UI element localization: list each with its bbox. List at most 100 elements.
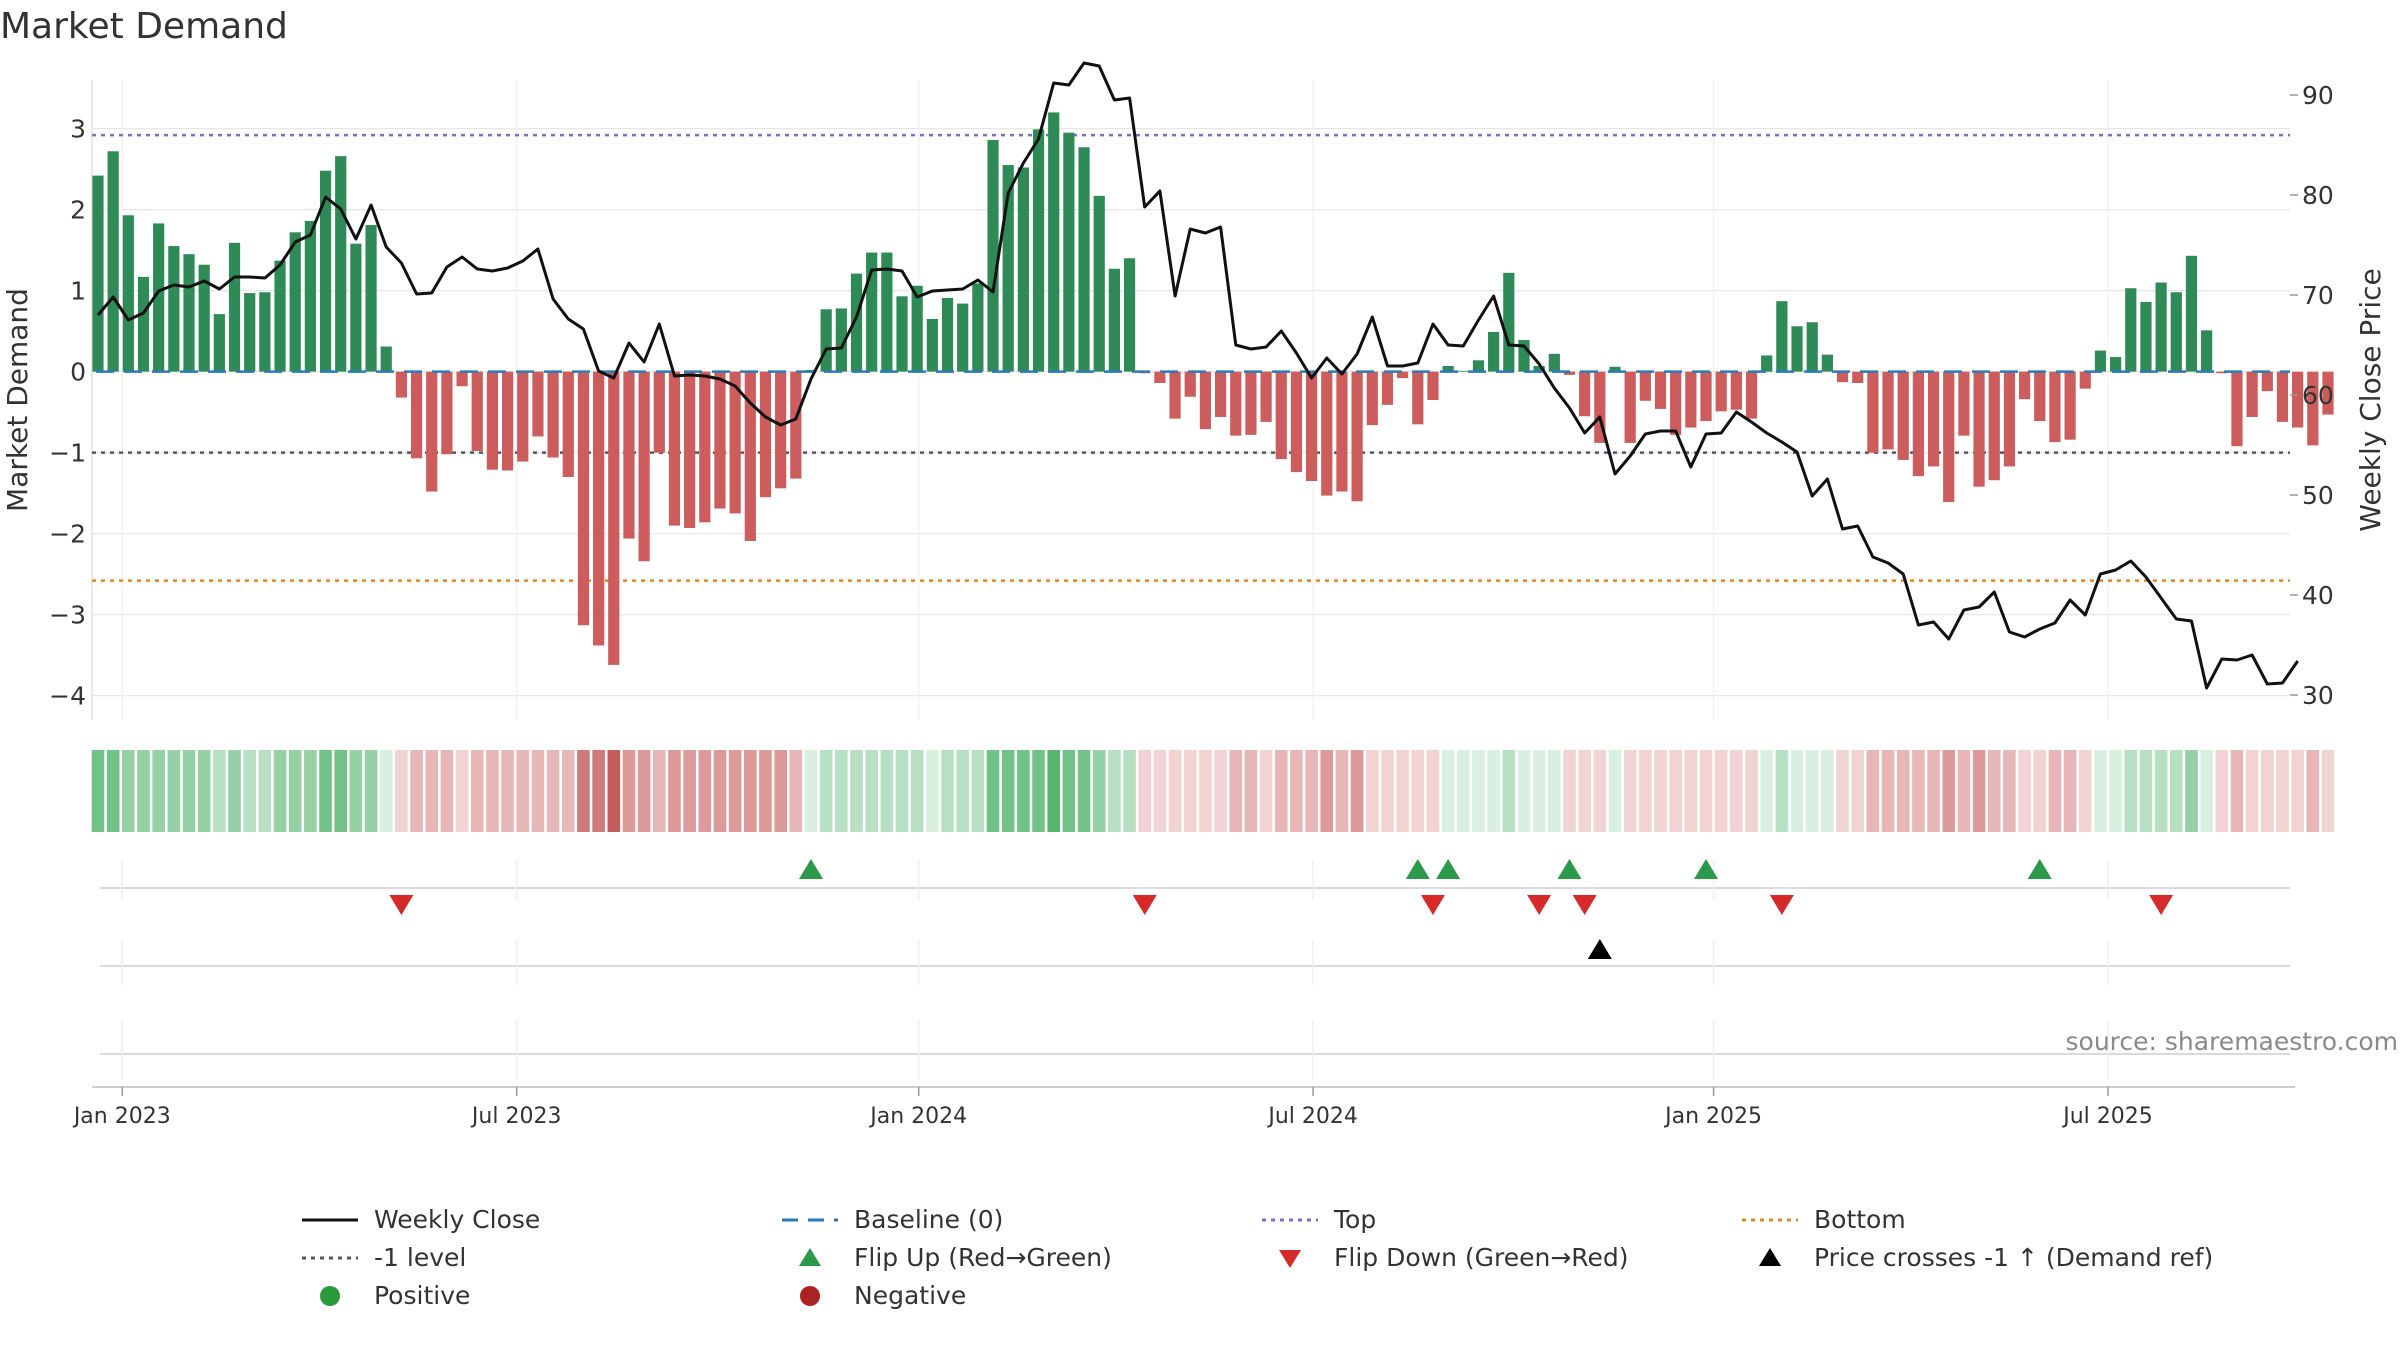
heat-cell-positive [334,750,348,832]
heat-cell-positive [2094,750,2107,832]
heat-cell-negative [2321,750,2335,832]
y-tick-label: 3 [70,115,86,144]
negative-bar [410,371,423,459]
heat-cell-positive [2154,750,2168,832]
cross-markers [1587,939,1612,959]
x-tick-label: Jan 2023 [72,1104,171,1129]
x-tick-label: Jul 2024 [1266,1104,1358,1129]
positive-bar [2201,330,2213,372]
positive-bar [1048,112,1060,372]
negative-bar [608,371,620,665]
heat-cell-positive [2169,750,2183,832]
flip-up-marker [1405,859,1430,879]
positive-bar [244,293,256,372]
heat-cell-positive [1032,750,1045,832]
y-tick-label: −3 [49,601,86,630]
heat-cell-negative [774,750,787,832]
y-tick-label: −2 [49,520,86,549]
legend-symbol-dot [302,1256,358,1259]
negative-bar [2079,371,2091,389]
heat-cell-negative [1138,750,1152,832]
heat-cell-positive [258,750,272,832]
negative-bar [668,371,681,526]
y-tick-label: −1 [49,439,86,468]
positive-bar [1457,370,1469,372]
x-tick-label: Jan 2024 [868,1104,967,1129]
negative-bar [486,371,499,470]
legend-label: Price crosses -1 ↑ (Demand ref) [1814,1243,2214,1272]
positive-bar [365,225,377,372]
negative-bar [699,371,711,523]
positive-bar [1017,167,1029,372]
positive-bar [319,170,332,372]
positive-bar [2110,357,2122,372]
negative-bar [1654,371,1667,409]
heat-cell-negative [1699,750,1713,832]
heat-cell-negative [1972,750,1986,832]
negative-bar [501,371,514,471]
heat-cell-negative [1199,750,1212,832]
heat-cell-negative [622,750,636,832]
heat-cell-positive [137,750,150,832]
heat-cell-negative [607,750,621,832]
heat-cell-negative [2276,750,2289,832]
chart-legend: Weekly Close Baseline (0) Top Bottom -1 leve… [300,1205,2250,1325]
heat-cell-negative [1881,750,1895,832]
heat-cell-positive [850,750,863,832]
heat-cell-negative [470,750,484,832]
positive-bar [380,346,392,372]
flip-up-marker [2027,859,2052,879]
negative-bar [1579,371,1591,417]
positive-bar [2185,255,2198,372]
heat-cell-negative [744,750,757,832]
heat-cell-positive [152,750,165,832]
y-tick-label: 0 [70,358,86,387]
heat-cell-positive [213,750,226,832]
positive-bar [2155,282,2167,372]
negative-bar [1351,371,1363,502]
legend-symbol-circle [320,1285,340,1306]
heat-cell-negative [1730,750,1743,832]
negative-bar [1184,371,1196,397]
negative-bar [2246,371,2258,418]
negative-bar [638,371,650,562]
heat-cell-positive [1790,750,1804,832]
legend-label: Flip Down (Green→Red) [1334,1243,1629,1272]
heat-cell-negative [637,750,651,832]
negative-bar [790,371,802,479]
heat-cell-positive [1548,750,1561,832]
negative-bar [1927,371,1940,467]
negative-bar [2276,371,2289,422]
heat-cell-negative [1836,750,1849,832]
positive-bar [259,292,271,372]
positive-bar [1806,322,1818,372]
heat-cell-positive [197,750,211,832]
y2-tick-label: 70 [2302,281,2334,310]
negative-bar [471,371,483,452]
heat-cell-positive [1123,750,1136,832]
legend-item: Flip Down (Green→Red) [1260,1243,1629,1272]
heat-cell-positive [941,750,954,832]
heat-cell-negative [668,750,681,832]
heat-cell-negative [2033,750,2047,832]
heat-cell-negative [455,750,469,832]
heat-cell-negative [486,750,499,832]
heat-cell-negative [1593,750,1607,832]
positive-bar [972,283,984,372]
negative-bar [1973,371,1985,487]
positive-bar [881,252,893,372]
positive-bar [335,156,347,372]
heat-cell-negative [1987,750,2001,832]
heat-cell-positive [228,750,241,832]
positive-bar [107,151,119,372]
market-demand-chart: Market Demand 3 2 1 0 −1 −2 −3 −4 90 80 70 60 50 40 3… [0,6,2398,1129]
left-axis-ticks: 3 2 1 0 −1 −2 −3 −4 [49,115,86,711]
legend-item: Baseline (0) [780,1205,1003,1234]
legend-label: Negative [854,1281,967,1310]
heat-cell-negative [1381,750,1394,832]
positive-bar [1533,365,1545,372]
negative-bar [2034,371,2046,422]
cross-panel [100,939,2290,985]
legend-symbol-circle [800,1285,820,1306]
heat-cell-positive [319,750,332,832]
